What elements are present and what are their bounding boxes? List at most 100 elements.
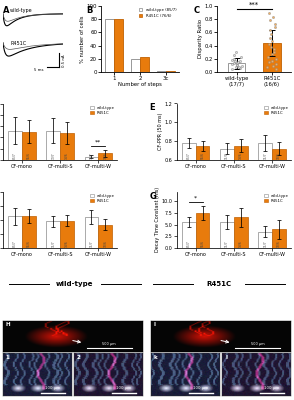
Point xyxy=(232,56,237,62)
Bar xyxy=(234,218,248,248)
Text: wild-type: wild-type xyxy=(10,8,33,13)
Bar xyxy=(182,222,196,248)
Bar xyxy=(140,57,149,72)
Point xyxy=(268,34,273,41)
Y-axis label: CF-PPR (50 ms): CF-PPR (50 ms) xyxy=(158,113,163,150)
Point xyxy=(238,58,242,64)
Text: 100 μm: 100 μm xyxy=(264,386,279,390)
Bar xyxy=(234,146,248,216)
Text: *: * xyxy=(194,196,197,201)
Text: 2: 2 xyxy=(77,355,81,360)
Text: 11/7: 11/7 xyxy=(89,241,93,248)
Text: k: k xyxy=(154,355,158,360)
Point xyxy=(237,64,241,70)
Point xyxy=(274,56,278,62)
Y-axis label: Decay Time Constant (ms): Decay Time Constant (ms) xyxy=(155,187,160,252)
Bar xyxy=(46,221,60,248)
Point xyxy=(236,59,241,65)
Text: 500 μm: 500 μm xyxy=(251,342,264,346)
Text: 500 μm: 500 μm xyxy=(102,342,116,346)
Point xyxy=(266,41,271,48)
Point xyxy=(234,64,238,70)
Legend: wild-type, R451C: wild-type, R451C xyxy=(264,194,289,204)
Point xyxy=(231,52,236,58)
Bar xyxy=(22,132,36,160)
Text: 100 μm: 100 μm xyxy=(45,386,60,390)
Bar xyxy=(196,146,209,216)
Bar xyxy=(46,131,60,160)
Point xyxy=(234,60,239,66)
Bar xyxy=(166,71,175,72)
Text: 55/6: 55/6 xyxy=(27,152,31,160)
Bar xyxy=(131,59,140,72)
Text: 11/7: 11/7 xyxy=(89,153,93,160)
Text: ***: *** xyxy=(249,2,259,8)
Bar xyxy=(8,216,22,248)
Bar xyxy=(220,149,234,216)
Text: wild-type: wild-type xyxy=(56,281,94,287)
Legend: wild-type, R451C: wild-type, R451C xyxy=(90,194,115,204)
Text: 85/7: 85/7 xyxy=(13,241,17,248)
Text: 85/7: 85/7 xyxy=(187,153,191,160)
Text: 11/7: 11/7 xyxy=(225,241,229,248)
Text: B: B xyxy=(86,6,92,15)
Text: 14/6: 14/6 xyxy=(239,241,243,248)
Text: l: l xyxy=(225,355,227,360)
Text: 0.5 nA: 0.5 nA xyxy=(62,54,66,66)
Text: C: C xyxy=(194,6,200,15)
Point xyxy=(273,24,278,30)
Point xyxy=(234,49,238,55)
Point xyxy=(234,62,239,68)
X-axis label: Number of steps: Number of steps xyxy=(118,82,162,88)
Text: 11/7: 11/7 xyxy=(263,241,267,248)
Bar xyxy=(85,157,98,160)
Point xyxy=(272,20,277,27)
Bar xyxy=(272,229,286,248)
Point xyxy=(265,54,270,60)
Y-axis label: % number of cells: % number of cells xyxy=(80,15,85,63)
Text: 55/6: 55/6 xyxy=(27,240,31,248)
Bar xyxy=(258,143,272,216)
Bar xyxy=(258,232,272,248)
Point xyxy=(270,63,275,69)
Bar xyxy=(220,222,234,248)
Legend: wild-type, R451C: wild-type, R451C xyxy=(264,106,289,115)
Bar xyxy=(114,19,123,72)
Bar xyxy=(228,63,245,72)
Text: 10/6: 10/6 xyxy=(277,241,281,248)
Bar xyxy=(60,133,74,160)
Bar xyxy=(60,220,74,248)
Point xyxy=(239,63,244,69)
Text: 14/6: 14/6 xyxy=(65,241,69,248)
Text: 100 μm: 100 μm xyxy=(193,386,208,390)
Text: 11/7: 11/7 xyxy=(263,153,267,160)
Legend: wild-type, R451C: wild-type, R451C xyxy=(90,106,115,115)
Point xyxy=(230,61,234,67)
Bar xyxy=(196,213,209,248)
Text: A: A xyxy=(3,6,9,15)
Bar xyxy=(182,143,196,216)
Point xyxy=(267,9,272,16)
Point xyxy=(270,58,275,64)
Point xyxy=(269,44,274,50)
Text: 10/6: 10/6 xyxy=(103,152,107,160)
Point xyxy=(274,61,279,67)
Text: **: ** xyxy=(95,140,101,145)
Point xyxy=(238,54,243,60)
Text: H: H xyxy=(6,322,10,327)
Text: E: E xyxy=(149,104,155,112)
Text: 5 ms: 5 ms xyxy=(34,68,44,72)
Point xyxy=(235,62,239,68)
Text: 11/7: 11/7 xyxy=(51,241,55,248)
Point xyxy=(230,66,235,72)
Point xyxy=(271,46,276,53)
Legend: wild-type (85/7), R451C (76/6): wild-type (85/7), R451C (76/6) xyxy=(138,8,177,18)
Bar xyxy=(98,153,112,160)
Text: G: G xyxy=(149,192,156,200)
Text: 13/7: 13/7 xyxy=(51,153,55,160)
Point xyxy=(268,17,272,23)
Point xyxy=(270,13,275,20)
Text: 55/6: 55/6 xyxy=(201,240,205,248)
Text: I: I xyxy=(154,322,156,327)
Point xyxy=(233,58,238,64)
